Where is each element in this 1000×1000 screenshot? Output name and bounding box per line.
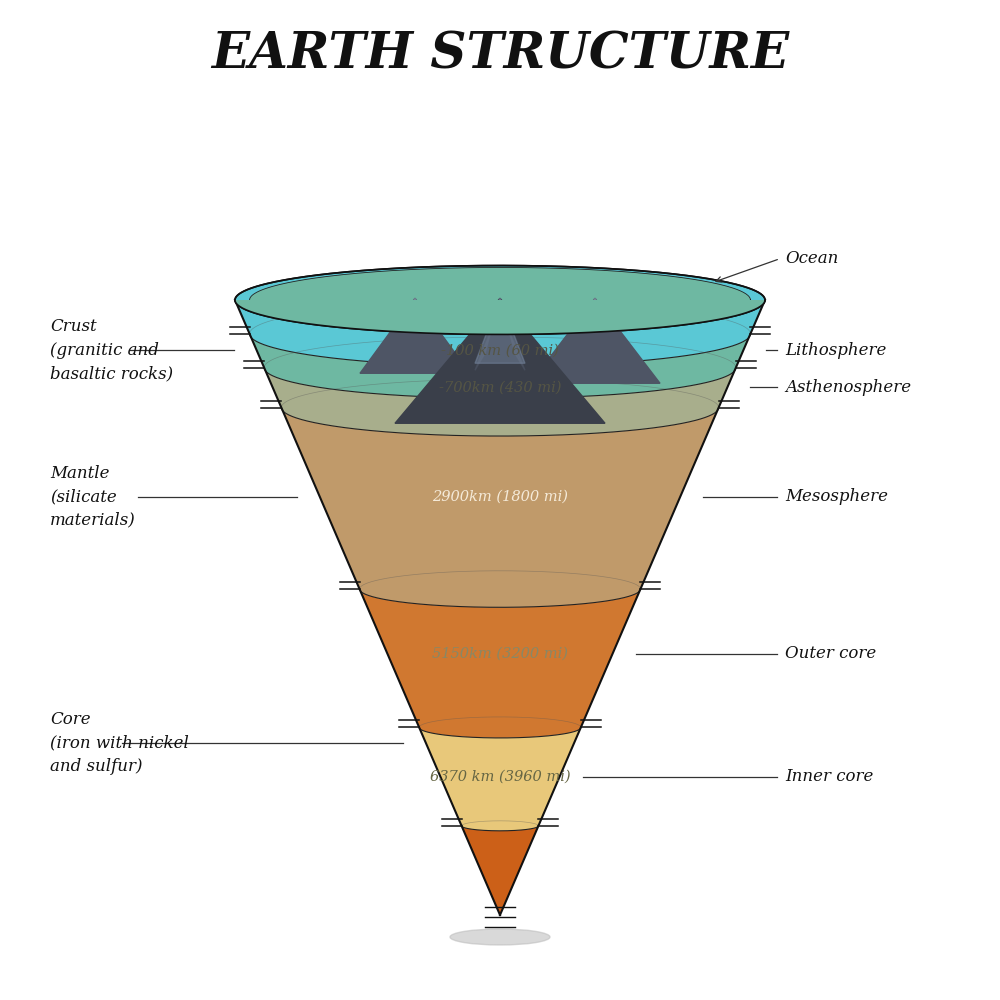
Text: Asthenosphere: Asthenosphere bbox=[785, 379, 911, 396]
Text: EARTH STRUCTURE: EARTH STRUCTURE bbox=[211, 30, 789, 80]
Text: Core
(iron with nickel
and sulfur): Core (iron with nickel and sulfur) bbox=[50, 711, 189, 775]
Text: Inner core: Inner core bbox=[785, 768, 873, 785]
Polygon shape bbox=[264, 368, 736, 436]
Polygon shape bbox=[475, 298, 525, 370]
Polygon shape bbox=[235, 266, 765, 334]
Text: Ocean: Ocean bbox=[785, 250, 838, 267]
Polygon shape bbox=[395, 298, 605, 423]
Text: Crust
(granitic and
basaltic rocks): Crust (granitic and basaltic rocks) bbox=[50, 318, 173, 382]
Polygon shape bbox=[235, 300, 765, 334]
Text: 6370 km (3960 mi): 6370 km (3960 mi) bbox=[430, 770, 570, 784]
Polygon shape bbox=[419, 727, 581, 831]
Polygon shape bbox=[462, 826, 538, 915]
Polygon shape bbox=[579, 298, 611, 325]
Text: 5150km (3200 mi): 5150km (3200 mi) bbox=[432, 647, 568, 661]
Polygon shape bbox=[475, 298, 525, 363]
Text: Lithosphere: Lithosphere bbox=[785, 342, 886, 359]
Polygon shape bbox=[402, 298, 428, 322]
Text: Mesosphere: Mesosphere bbox=[785, 488, 888, 505]
Text: Mantle
(silicate
materials): Mantle (silicate materials) bbox=[50, 465, 136, 529]
Ellipse shape bbox=[450, 929, 550, 945]
Polygon shape bbox=[360, 298, 470, 373]
Text: -700km (430 mi): -700km (430 mi) bbox=[439, 380, 561, 394]
Text: Outer core: Outer core bbox=[785, 645, 876, 662]
Text: -100 km (60 mi): -100 km (60 mi) bbox=[441, 343, 559, 357]
Polygon shape bbox=[235, 300, 765, 366]
Polygon shape bbox=[250, 334, 750, 398]
Polygon shape bbox=[281, 408, 719, 607]
Polygon shape bbox=[250, 267, 750, 333]
Polygon shape bbox=[530, 298, 660, 383]
Text: 2900km (1800 mi): 2900km (1800 mi) bbox=[432, 490, 568, 504]
Polygon shape bbox=[360, 589, 640, 738]
